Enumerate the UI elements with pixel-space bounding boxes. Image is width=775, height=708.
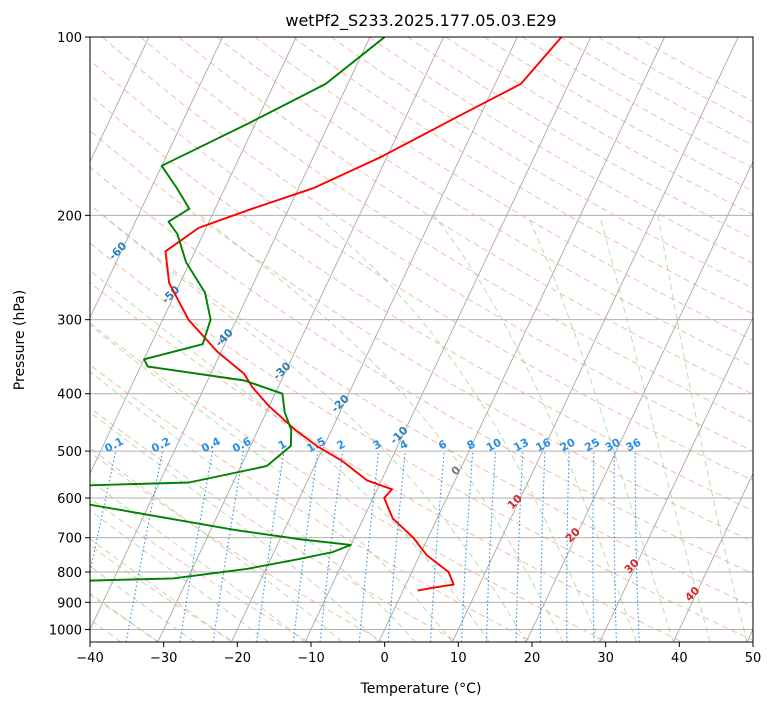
moist-adiabat [433, 214, 638, 642]
mixing-ratio-line [212, 451, 245, 642]
moist-adiabat [90, 371, 416, 642]
isotherm-line [90, 37, 224, 319]
moist-adiabat [657, 215, 748, 642]
moist-adiabat [90, 324, 453, 642]
y-axis: 100 200 300 400 500 600 700 800 900 1000 [49, 31, 90, 638]
isotherm-line [90, 37, 150, 163]
moist-adiabat [90, 565, 195, 642]
mixing-ratio-line [387, 451, 406, 642]
isotherm-line [525, 160, 753, 642]
mixing-ratio-label: 30 [603, 436, 623, 455]
y-tick-label: 500 [57, 445, 82, 460]
dry-adiabat [90, 407, 459, 642]
isotherm-line [599, 316, 753, 642]
isotherm-line [672, 472, 753, 642]
moist-adiabat [90, 509, 269, 642]
x-tick-label: −10 [297, 651, 324, 666]
isotherm-line [90, 37, 297, 475]
x-tick-label: −20 [224, 651, 251, 666]
dry-adiabat [90, 281, 683, 642]
y-tick-label: 1000 [49, 623, 82, 638]
mixing-ratio-label: 36 [624, 436, 644, 455]
moist-adiabat [102, 214, 527, 642]
moist-adiabat [316, 214, 601, 642]
moist-adiabat [90, 538, 232, 642]
mixing-ratio-label: 20 [558, 436, 578, 455]
mixing-ratio-line [319, 451, 344, 642]
x-tick-label: −40 [76, 651, 103, 666]
dry-adiabat [90, 451, 384, 642]
y-tick-label: 800 [57, 566, 82, 581]
dry-adiabat-lines [90, 37, 753, 642]
y-tick-label: 200 [57, 209, 82, 224]
dry-adiabat [216, 37, 753, 368]
dry-adiabat [140, 37, 753, 423]
x-axis-label: Temperature (°C) [360, 681, 482, 697]
mixing-ratio-line [256, 451, 285, 642]
dry-adiabat [90, 544, 235, 642]
mixing-ratio-label: 25 [582, 436, 602, 455]
mixing-ratio-label: 16 [534, 436, 554, 455]
isotherm-lines [90, 37, 753, 642]
moist-adiabat [90, 592, 158, 642]
moist-adiabat [90, 479, 306, 642]
isotherm-line [451, 37, 739, 642]
dry-adiabat [90, 242, 753, 641]
chart-title: wetPf2_S233.2025.177.05.03.E29 [285, 11, 556, 31]
dewpoint-line [90, 37, 386, 582]
x-tick-label: −30 [150, 651, 177, 666]
dry-adiabat [178, 37, 753, 395]
isotherm-line [157, 37, 445, 642]
x-tick-label: 50 [745, 651, 762, 666]
plot-frame [89, 36, 754, 643]
mixing-ratio-line [292, 451, 319, 642]
y-tick-label: 300 [57, 314, 82, 329]
dry-adiabat [254, 37, 753, 341]
isotherm-line [304, 37, 592, 642]
plot-area: 0.10.20.40.611.52346810131620253036-100-… [90, 37, 753, 642]
pressure-gridlines [90, 37, 753, 630]
x-tick-label: 40 [671, 651, 688, 666]
x-tick-label: 0 [381, 651, 389, 666]
moist-adiabat [90, 411, 380, 642]
y-tick-label: 600 [57, 492, 82, 507]
y-tick-label: 700 [57, 532, 82, 547]
y-tick-label: 400 [57, 388, 82, 403]
isotherm-line [378, 37, 666, 642]
isotherm-line [230, 37, 518, 642]
mixing-ratio-label: 10 [484, 436, 504, 455]
y-axis-label: Pressure (hPa) [12, 290, 28, 390]
dry-adiabat [331, 37, 753, 289]
isotherm-line [90, 37, 371, 631]
sounding-series [90, 37, 563, 592]
temperature-line [164, 37, 563, 592]
x-tick-label: 10 [450, 651, 467, 666]
mixing-ratio-label: 13 [511, 436, 531, 455]
moist-adiabat [199, 214, 564, 642]
y-tick-label: 100 [57, 31, 82, 46]
mixing-ratio-lines [90, 450, 640, 642]
x-axis: −40 −30 −20 −10 0 10 20 30 40 50 [76, 642, 761, 666]
mixing-ratio-line [358, 451, 380, 642]
y-tick-label: 900 [57, 596, 82, 611]
x-tick-label: 30 [597, 651, 614, 666]
x-tick-label: 20 [524, 651, 541, 666]
dry-adiabat [292, 37, 753, 315]
dry-adiabat [90, 364, 534, 642]
moist-adiabat [527, 215, 674, 642]
